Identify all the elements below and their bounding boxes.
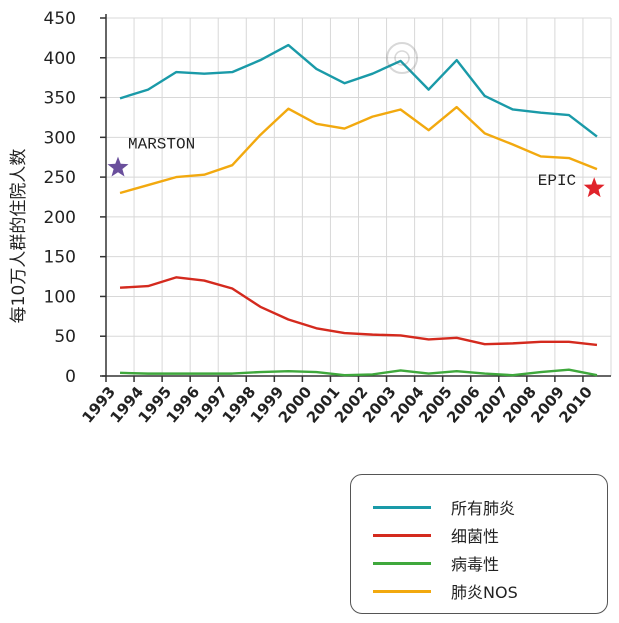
y-tick-label: 0 bbox=[65, 367, 76, 387]
legend-item: 细菌性 bbox=[373, 523, 499, 547]
y-tick-label: 150 bbox=[44, 248, 76, 268]
annotation-label: MARSTON bbox=[128, 136, 195, 154]
seal-icon bbox=[386, 42, 418, 74]
legend-item: 病毒性 bbox=[373, 551, 499, 575]
marston-star-icon bbox=[107, 156, 129, 177]
legend-item: 肺炎NOS bbox=[373, 579, 518, 603]
y-tick-label: 350 bbox=[44, 89, 76, 109]
y-tick-label: 200 bbox=[44, 208, 76, 228]
legend-item: 所有肺炎 bbox=[373, 495, 515, 519]
legend-swatch bbox=[373, 505, 431, 509]
legend-label: 细菌性 bbox=[451, 527, 500, 546]
series-line bbox=[119, 43, 598, 138]
y-tick-label: 300 bbox=[44, 128, 76, 148]
y-tick-label: 50 bbox=[54, 327, 76, 347]
watermark-logo bbox=[384, 40, 584, 76]
chart-legend: 所有肺炎 细菌性 病毒性 肺炎NOS bbox=[350, 474, 608, 614]
y-axis-label: 每10万人群的住院人数 bbox=[9, 149, 29, 324]
series-line bbox=[119, 105, 598, 195]
annotation-label: EPIC bbox=[538, 172, 576, 190]
y-tick-label: 450 bbox=[44, 9, 76, 29]
y-tick-label: 400 bbox=[44, 49, 76, 69]
epic-star-icon bbox=[583, 177, 605, 198]
y-tick-label: 100 bbox=[44, 287, 76, 307]
legend-label: 肺炎NOS bbox=[451, 583, 518, 602]
legend-swatch bbox=[373, 561, 431, 565]
series-line bbox=[119, 276, 598, 347]
y-tick-label: 250 bbox=[44, 168, 76, 188]
legend-label: 所有肺炎 bbox=[451, 499, 516, 518]
legend-label: 病毒性 bbox=[451, 555, 500, 574]
legend-swatch bbox=[373, 533, 431, 537]
series-line bbox=[119, 368, 598, 377]
legend-swatch bbox=[373, 589, 431, 593]
